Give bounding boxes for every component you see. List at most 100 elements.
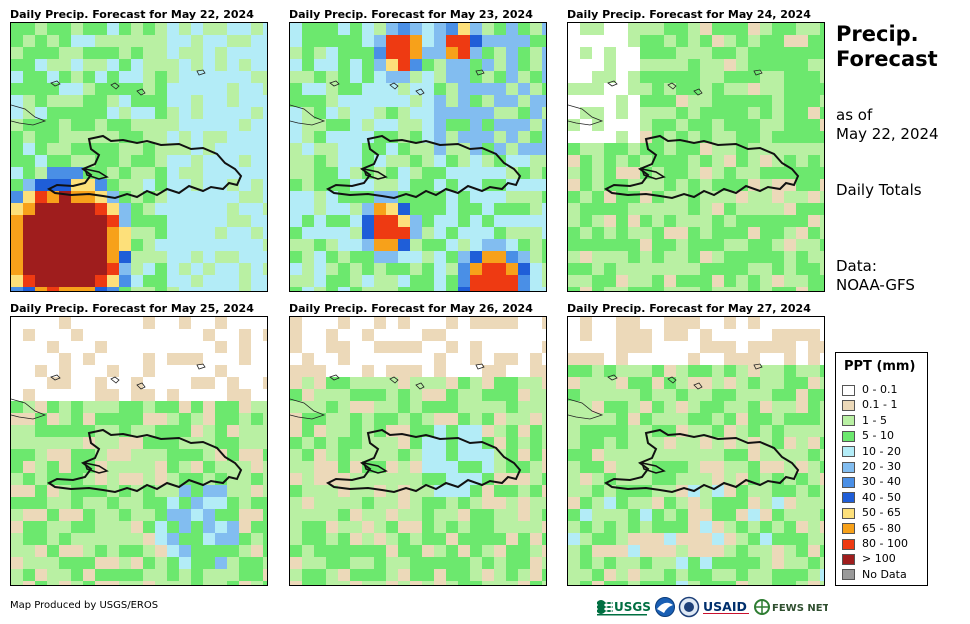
precip-cell [688, 215, 700, 227]
precip-cell [446, 263, 458, 275]
precip-cell [640, 413, 652, 425]
precip-cell [530, 131, 542, 143]
precip-cell [251, 521, 263, 533]
precip-cell [71, 95, 83, 107]
precip-cell [506, 581, 518, 585]
precip-cell [640, 509, 652, 521]
precip-cell [446, 533, 458, 545]
precip-cell [302, 437, 314, 449]
precip-cell [736, 191, 748, 203]
precip-cell [179, 275, 191, 287]
precip-cell [796, 83, 808, 95]
precip-cell [398, 95, 410, 107]
precip-cell [107, 239, 119, 251]
precip-cell [338, 413, 350, 425]
precip-cell [227, 485, 239, 497]
precip-cell [338, 521, 350, 533]
precip-cell [143, 263, 155, 275]
precip-cell [410, 473, 422, 485]
precip-cell [772, 155, 784, 167]
precip-cell [760, 485, 772, 497]
precip-cell [227, 263, 239, 275]
precip-cell [326, 107, 338, 119]
precip-cell [530, 497, 542, 509]
precip-cell [179, 263, 191, 275]
precip-cell [362, 377, 374, 389]
precip-cell [302, 497, 314, 509]
precip-cell [290, 191, 302, 203]
precip-cell [784, 155, 796, 167]
precip-cell [11, 509, 23, 521]
precip-cell [616, 557, 628, 569]
precip-cell [314, 23, 326, 35]
precip-cell [736, 83, 748, 95]
precip-cell [290, 179, 302, 191]
precip-cell [458, 23, 470, 35]
precip-cell [736, 287, 748, 291]
precip-cell [215, 353, 227, 365]
precip-cell [386, 119, 398, 131]
precip-cell [191, 545, 203, 557]
precip-cell [386, 329, 398, 341]
precip-cell [179, 581, 191, 585]
precip-cell [446, 497, 458, 509]
precip-cell [700, 47, 712, 59]
precip-cell [664, 95, 676, 107]
precip-cell [808, 449, 820, 461]
precip-cell [580, 329, 592, 341]
precip-cell [568, 83, 580, 95]
precip-cell [820, 227, 824, 239]
precip-cell [808, 329, 820, 341]
precip-cell [506, 437, 518, 449]
as-of-date: May 22, 2024 [836, 125, 939, 143]
precip-cell [652, 485, 664, 497]
precip-cell [143, 251, 155, 263]
precip-cell [263, 509, 267, 521]
precip-cell [808, 545, 820, 557]
precip-cell [664, 317, 676, 329]
precip-cell [820, 449, 824, 461]
precip-cell [374, 497, 386, 509]
precip-cell [772, 353, 784, 365]
precip-cell [724, 227, 736, 239]
precip-cell [580, 251, 592, 263]
precip-cell [772, 287, 784, 291]
legend-label: 30 - 40 [862, 475, 901, 489]
precip-cell [203, 449, 215, 461]
precip-cell [530, 353, 542, 365]
precip-cell [155, 167, 167, 179]
precip-cell [302, 191, 314, 203]
precip-cell [203, 461, 215, 473]
precip-cell [35, 521, 47, 533]
precip-cell [302, 557, 314, 569]
precip-cell [748, 251, 760, 263]
precip-cell [482, 47, 494, 59]
precip-cell [542, 377, 546, 389]
precip-cell [314, 521, 326, 533]
precip-cell [263, 83, 267, 95]
precip-cell [494, 23, 506, 35]
precip-cell [338, 437, 350, 449]
precip-cell [314, 107, 326, 119]
precip-cell [35, 287, 47, 291]
precip-cell [518, 23, 530, 35]
precip-cell [338, 533, 350, 545]
precip-cell [263, 485, 267, 497]
precip-cell [604, 557, 616, 569]
precip-cell [568, 227, 580, 239]
precip-cell [422, 275, 434, 287]
precip-cell [712, 239, 724, 251]
precip-cell [820, 425, 824, 437]
precip-cell [47, 569, 59, 581]
precip-cell [482, 557, 494, 569]
precip-cell [350, 59, 362, 71]
precip-cell [542, 533, 546, 545]
precip-cell [251, 413, 263, 425]
precip-cell [131, 71, 143, 83]
precip-cell [748, 107, 760, 119]
precip-cell [338, 557, 350, 569]
precip-cell [506, 143, 518, 155]
precip-cell [808, 569, 820, 581]
precip-cell [215, 155, 227, 167]
precip-cell [772, 461, 784, 473]
